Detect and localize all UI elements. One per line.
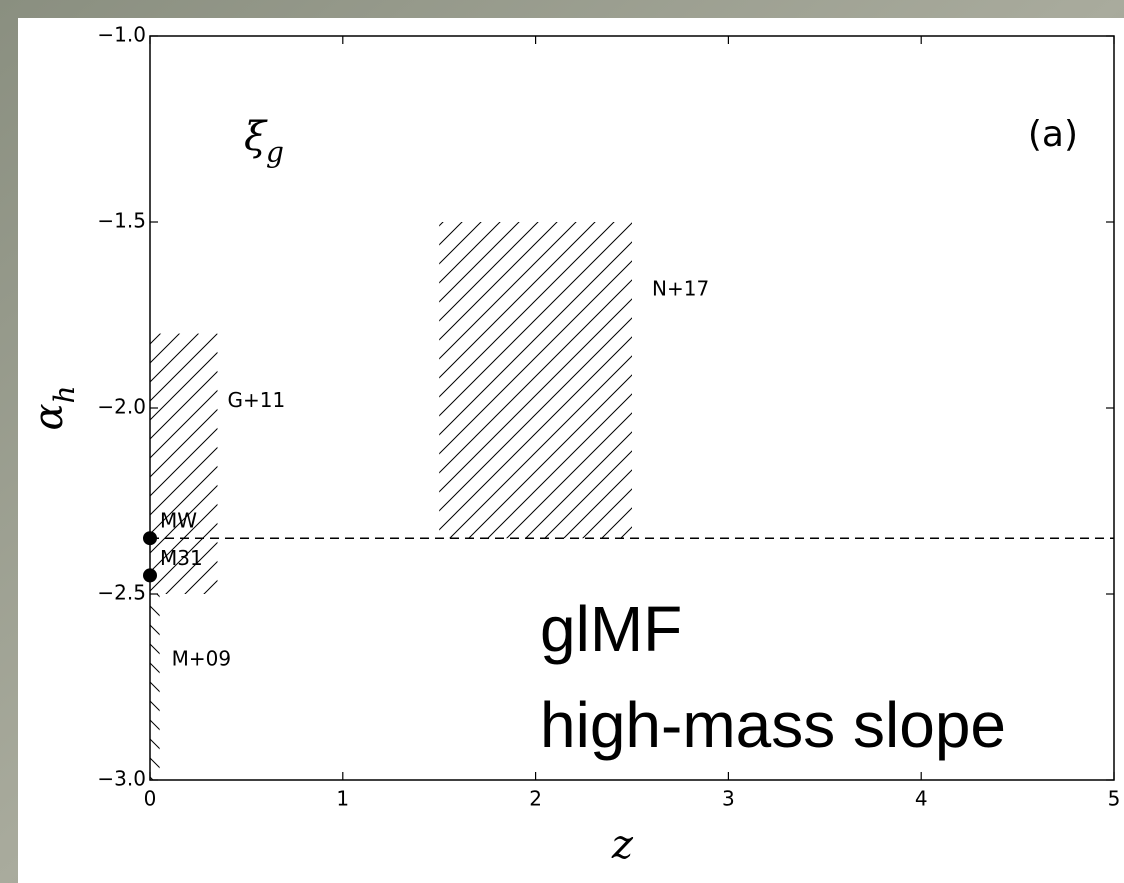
x-tick-label: 2 [529, 787, 542, 811]
y-axis-label: αh [26, 385, 81, 430]
overlay-text: glMF [540, 593, 682, 665]
y-tick-label: −2.5 [97, 581, 146, 605]
y-tick-label: −1.0 [97, 23, 146, 47]
panel-label: (a) [1028, 114, 1078, 155]
y-axis-label-symbol: α [26, 404, 72, 431]
data-point [143, 568, 157, 583]
y-tick-label: −2.0 [97, 395, 146, 419]
y-tick-label: −3.0 [97, 767, 146, 791]
overlay-text: high-mass slope [540, 689, 1006, 761]
x-tick-label: 0 [144, 787, 157, 811]
corner-label-symbol: ξ [244, 114, 268, 160]
y-axis-label-subscript: h [48, 385, 81, 403]
y-tick-label: −1.5 [97, 209, 146, 233]
x-tick-label: 3 [722, 787, 735, 811]
hatched-region [150, 333, 218, 594]
hatched-region [150, 594, 160, 780]
x-axis-label: z [611, 822, 634, 868]
corner-label: ξg [244, 114, 284, 169]
region-label: N+17 [652, 277, 709, 301]
region-label: G+11 [227, 388, 285, 412]
x-tick-label: 1 [336, 787, 349, 811]
x-tick-label: 5 [1108, 787, 1121, 811]
point-label: MW [160, 509, 197, 533]
data-point [143, 531, 157, 546]
point-label: M31 [160, 546, 203, 570]
x-tick-label: 4 [915, 787, 928, 811]
hatched-region [439, 222, 632, 539]
region-label: M+09 [172, 647, 231, 671]
corner-label-subscript: g [266, 136, 284, 169]
